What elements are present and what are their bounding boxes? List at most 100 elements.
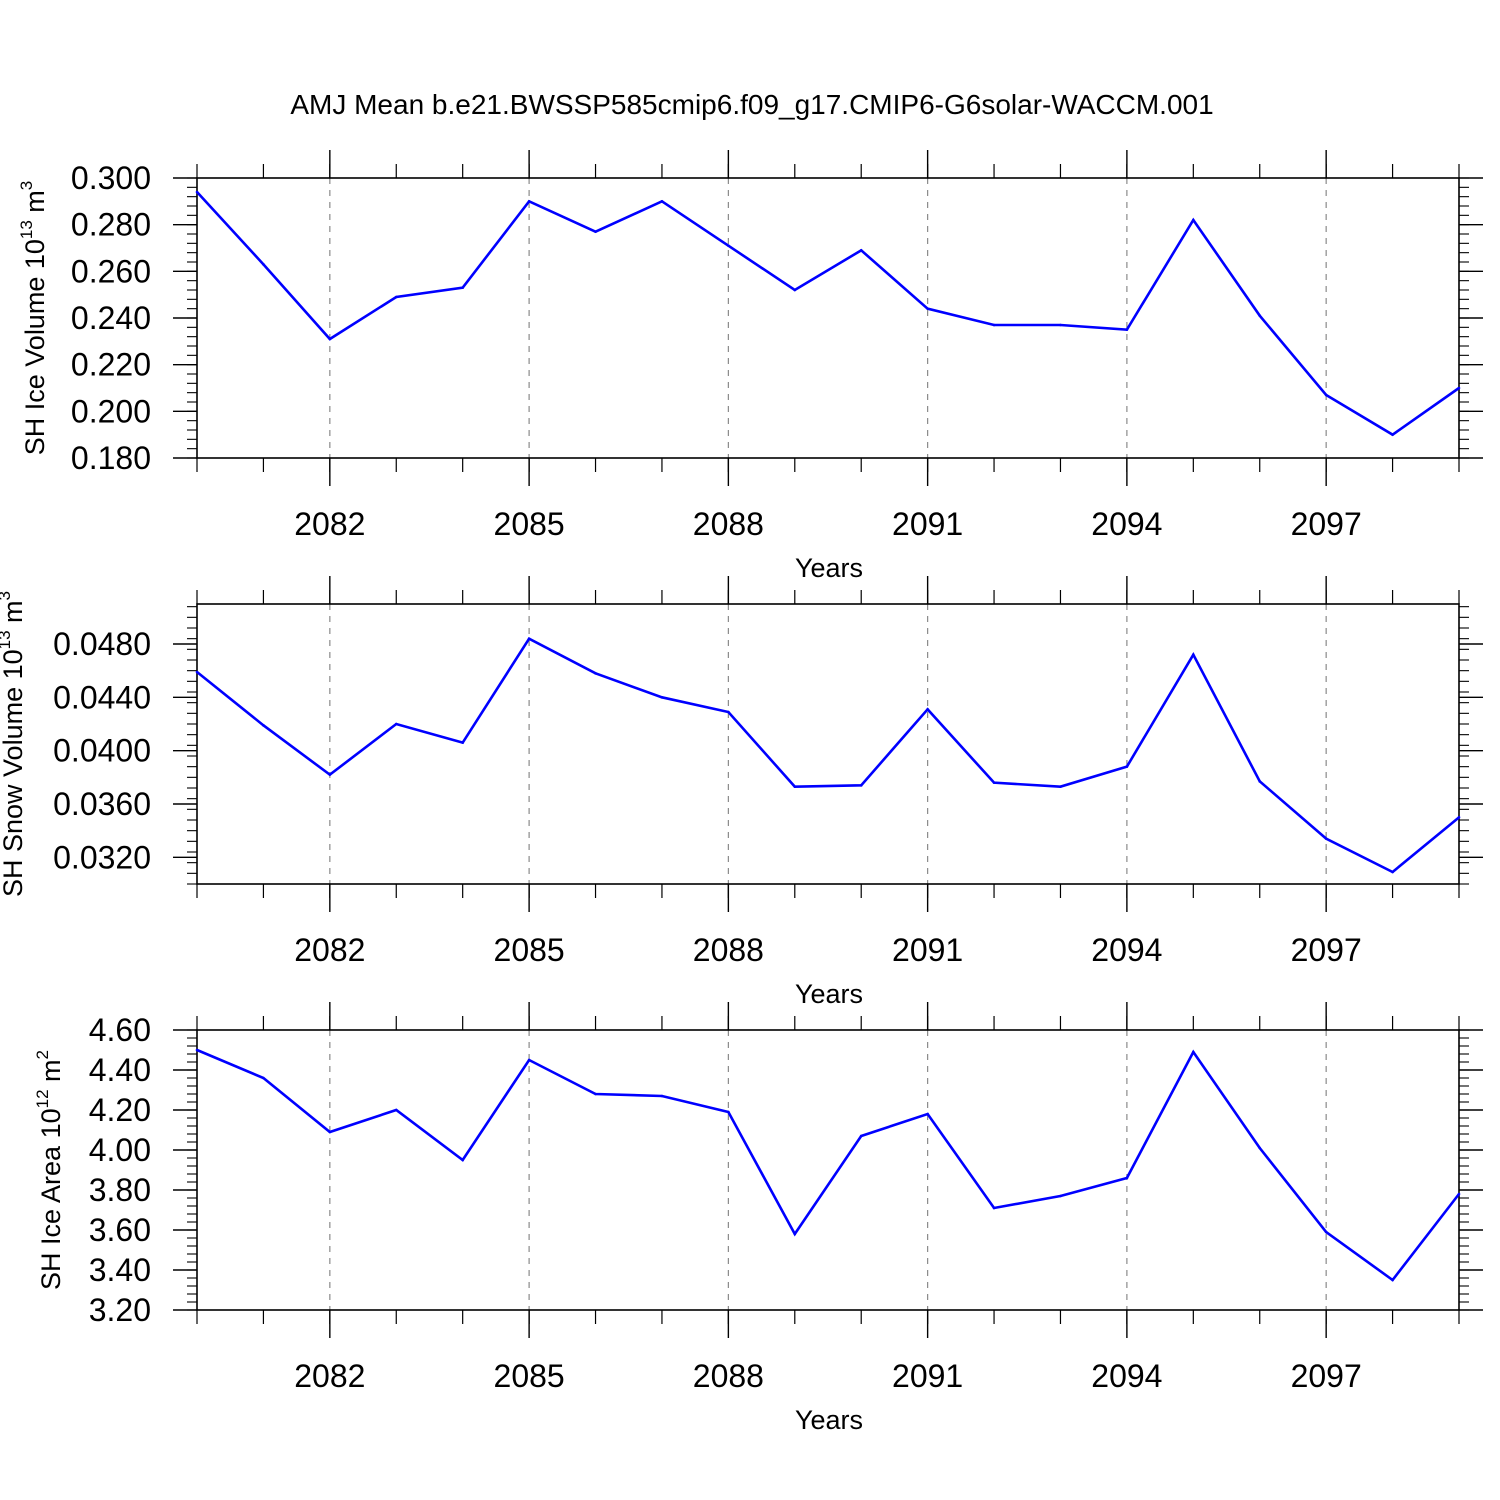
data-point [1457, 1192, 1461, 1196]
y-axis-label: SH Ice Volume 1013 m3 [17, 181, 50, 456]
data-point [1059, 323, 1062, 327]
data-point [1125, 1176, 1129, 1180]
data-point [527, 637, 531, 640]
y-tick-label: 0.0320 [53, 839, 151, 875]
data-point [1391, 433, 1394, 436]
data-point [328, 773, 332, 776]
data-point [1324, 837, 1328, 840]
y-tick-label: 0.0400 [53, 733, 151, 769]
data-point [859, 784, 863, 787]
data-point [394, 295, 398, 299]
data-point [594, 1092, 597, 1096]
x-axis-label: Years [795, 979, 863, 1009]
data-point [660, 1094, 664, 1098]
data-point [992, 323, 996, 327]
x-tick-label: 2094 [1091, 1358, 1162, 1394]
data-point [1324, 1230, 1328, 1234]
panel-3: 3.20 3.40 3.60 3.80 4.00 4.20 4.40 4.60 2082 2085… [33, 1002, 1483, 1435]
data-point [1192, 218, 1195, 222]
data-point [328, 1130, 332, 1134]
data-point [1258, 314, 1262, 317]
data-point [527, 1058, 531, 1062]
data-point [1192, 653, 1195, 656]
data-point [1391, 1278, 1394, 1282]
data-point [992, 781, 996, 784]
panel-2: 0.0320 0.0360 0.0400 0.0440 0.0480 2082 2085 20… [0, 576, 1483, 1009]
data-point [660, 200, 664, 203]
x-tick-label: 2085 [494, 506, 565, 542]
x-tick-label: 2085 [494, 932, 565, 968]
data-point [793, 785, 797, 788]
data-point [1258, 780, 1262, 783]
x-tick-label: 2088 [693, 1358, 764, 1394]
y-tick-label: 0.260 [71, 253, 151, 289]
y-tick-label: 0.0440 [53, 679, 151, 715]
data-point [727, 244, 730, 247]
data-point [793, 288, 797, 292]
chart-panels: 0.180 0.200 0.220 0.240 0.260 0.280 0.300 2082 2… [0, 150, 1483, 1435]
data-point [727, 710, 730, 714]
data-point [1457, 386, 1461, 390]
series-line [196, 1048, 1461, 1282]
data-point [926, 1112, 929, 1116]
y-tick-label: 4.40 [89, 1052, 151, 1088]
x-axis-label: Years [795, 553, 863, 583]
data-point [926, 307, 929, 310]
data-point [262, 1076, 265, 1080]
data-point [195, 190, 199, 194]
x-tick-label: 2082 [294, 1358, 365, 1394]
data-point [594, 230, 597, 233]
data-point [461, 1158, 464, 1162]
data-point [1391, 870, 1394, 874]
x-tick-label: 2094 [1091, 932, 1162, 968]
data-point [1059, 785, 1062, 788]
data-point [1258, 1146, 1262, 1150]
chart-title: AMJ Mean b.e21.BWSSP585cmip6.f09_g17.CMI… [290, 89, 1213, 120]
data-point [926, 708, 929, 711]
x-tick-label: 2097 [1291, 506, 1362, 542]
plot-frame [196, 177, 1460, 459]
data-point [727, 1110, 730, 1114]
y-tick-label: 4.00 [89, 1132, 151, 1168]
data-point [394, 1108, 398, 1112]
data-point [793, 1232, 797, 1236]
data-point [461, 741, 464, 744]
x-tick-label: 2091 [892, 506, 963, 542]
y-axis-label: SH Snow Volume 1013 m3 [0, 591, 28, 897]
x-tick-label: 2082 [294, 932, 365, 968]
y-tick-label: 3.20 [89, 1292, 151, 1328]
data-point [1457, 816, 1461, 819]
data-point [992, 1206, 996, 1210]
y-tick-label: 0.300 [71, 160, 151, 196]
y-tick-label: 4.60 [89, 1012, 151, 1048]
x-tick-label: 2097 [1291, 932, 1362, 968]
y-tick-label: 0.200 [71, 393, 151, 429]
x-tick-label: 2091 [892, 1358, 963, 1394]
data-point [1059, 1194, 1062, 1198]
plot-frame [196, 1029, 1460, 1311]
data-point [859, 249, 863, 252]
y-tick-label: 3.80 [89, 1172, 151, 1208]
plot-frame [196, 603, 1460, 885]
data-point [328, 337, 332, 341]
y-tick-label: 0.0360 [53, 786, 151, 822]
data-point [262, 263, 265, 266]
y-tick-label: 0.240 [71, 300, 151, 336]
data-point [527, 200, 531, 203]
data-point [859, 1134, 863, 1138]
data-point [660, 696, 664, 699]
y-tick-label: 0.220 [71, 347, 151, 383]
data-point [1324, 393, 1328, 397]
series-line [196, 191, 1460, 437]
data-point [1125, 765, 1129, 768]
y-tick-label: 3.40 [89, 1252, 151, 1288]
data-point [1125, 328, 1129, 331]
x-tick-label: 2091 [892, 932, 963, 968]
y-tick-label: 0.180 [71, 440, 151, 476]
y-tick-label: 0.0480 [53, 626, 151, 662]
y-tick-label: 0.280 [71, 207, 151, 243]
x-tick-label: 2082 [294, 506, 365, 542]
data-point [394, 722, 398, 726]
series-line [196, 636, 1460, 874]
